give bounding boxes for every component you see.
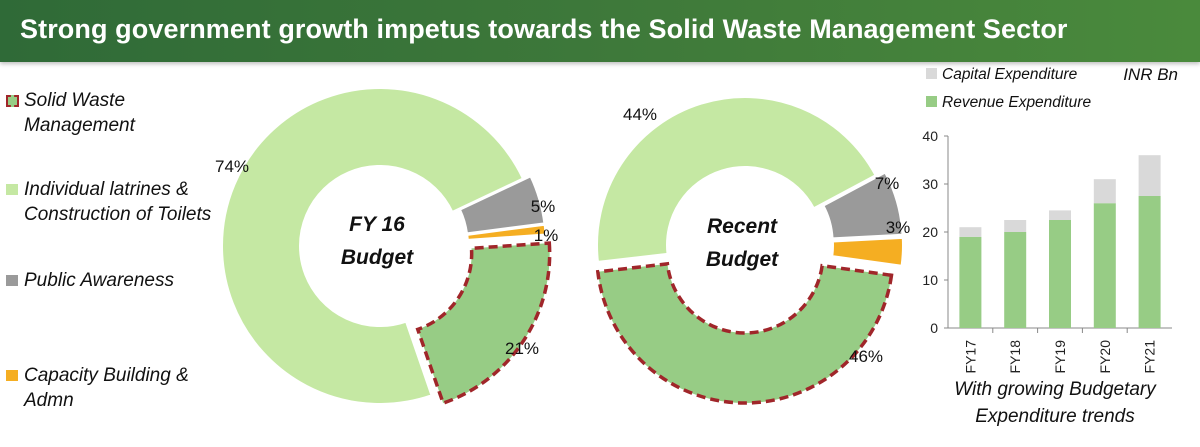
donut-chart-2: 44% 7% 3% 46% Recent Budget — [595, 95, 911, 405]
donut-title-line: Budget — [341, 246, 414, 269]
donut-slice-label: 74% — [215, 157, 249, 176]
donut-slice-label: 1% — [534, 226, 559, 245]
x-tick-label: FY19 — [1052, 340, 1068, 374]
donut-slice-label: 46% — [849, 347, 883, 366]
legend-swatch-capacity-building — [6, 370, 18, 381]
donut-slice-label: 44% — [623, 105, 657, 124]
bar-capital-expenditure-fy20 — [1093, 179, 1116, 204]
x-tick-label: FY21 — [1142, 340, 1158, 374]
x-tick-label: FY17 — [962, 340, 978, 374]
y-tick-label: 20 — [922, 224, 938, 240]
donut-slice-individual-latrines-construction-of-toilets — [596, 95, 877, 263]
donut-slice-solid-waste-management — [415, 241, 552, 406]
donut-center-title: FY 16 Budget — [341, 213, 414, 269]
bar-capital-expenditure-fy17 — [959, 227, 982, 237]
donut-slice-capacity-building-admn — [831, 236, 904, 267]
y-tick-label: 10 — [922, 272, 938, 288]
stacked-bar-chart: 0 10 20 30 40 FY17 FY18 FY19 FY20 FY21 Capital Exp… — [922, 65, 1178, 373]
legend-label: Individual latrines & Construction of To… — [24, 179, 212, 225]
donut-title-line: Budget — [706, 248, 779, 271]
donut-slice-label: 5% — [531, 197, 556, 216]
donut-slice-label: 3% — [886, 218, 911, 237]
donut-title-line: FY 16 — [349, 213, 405, 236]
legend-label: Solid Waste Management — [24, 90, 135, 136]
bar-legend-swatch — [926, 68, 937, 79]
donut-slice-individual-latrines-construction-of-toilets — [221, 87, 525, 405]
bar-revenue-expenditure-fy21 — [1138, 196, 1161, 328]
bar-capital-expenditure-fy21 — [1138, 155, 1161, 196]
x-tick-label: FY20 — [1097, 340, 1113, 374]
donut-slice-public-awareness — [822, 171, 904, 240]
donut-slice-capacity-building-admn — [466, 223, 547, 241]
donut-center-title: Recent Budget — [706, 215, 779, 271]
donut-title-line: Recent — [707, 215, 778, 238]
y-tick-label: 30 — [922, 176, 938, 192]
bar-legend-label: Capital Expenditure — [942, 66, 1078, 83]
page-title: Strong government growth impetus towards… — [20, 14, 1068, 44]
title-banner: Strong government growth impetus towards… — [0, 0, 1200, 62]
legend-swatch-public-awareness — [6, 275, 18, 286]
donut-slice-label: 21% — [505, 339, 539, 358]
bar-chart-caption: With growing Budgetary Expenditure trend… — [954, 379, 1156, 427]
donut-slice-solid-waste-management — [595, 261, 894, 405]
y-tick-label: 0 — [930, 320, 938, 336]
x-tick-label: FY18 — [1007, 340, 1023, 374]
bar-revenue-expenditure-fy18 — [1004, 232, 1027, 328]
legend-label: Capacity Building & Admn — [24, 365, 189, 411]
bar-revenue-expenditure-fy19 — [1049, 220, 1071, 328]
bar-revenue-expenditure-fy17 — [959, 236, 982, 328]
bar-legend-swatch — [926, 96, 937, 107]
bar-legend: Capital Expenditure Revenue Expenditure — [926, 66, 1091, 111]
bar-unit-label: INR Bn — [1123, 65, 1178, 84]
bar-revenue-expenditure-fy20 — [1093, 203, 1116, 328]
donut-slice-label: 7% — [875, 174, 900, 193]
bar-capital-expenditure-fy19 — [1049, 210, 1071, 220]
bar-capital-expenditure-fy18 — [1004, 220, 1027, 232]
legend-label: Public Awareness — [24, 270, 174, 291]
bar-legend-label: Revenue Expenditure — [942, 94, 1091, 111]
y-tick-label: 40 — [922, 128, 938, 144]
legend-swatch-latrines — [6, 184, 18, 195]
legend-swatch-solid-waste — [6, 95, 19, 107]
donut-slice-public-awareness — [458, 175, 546, 235]
donut-chart-1: 74% 5% 1% 21% FY 16 Budget — [215, 87, 559, 406]
